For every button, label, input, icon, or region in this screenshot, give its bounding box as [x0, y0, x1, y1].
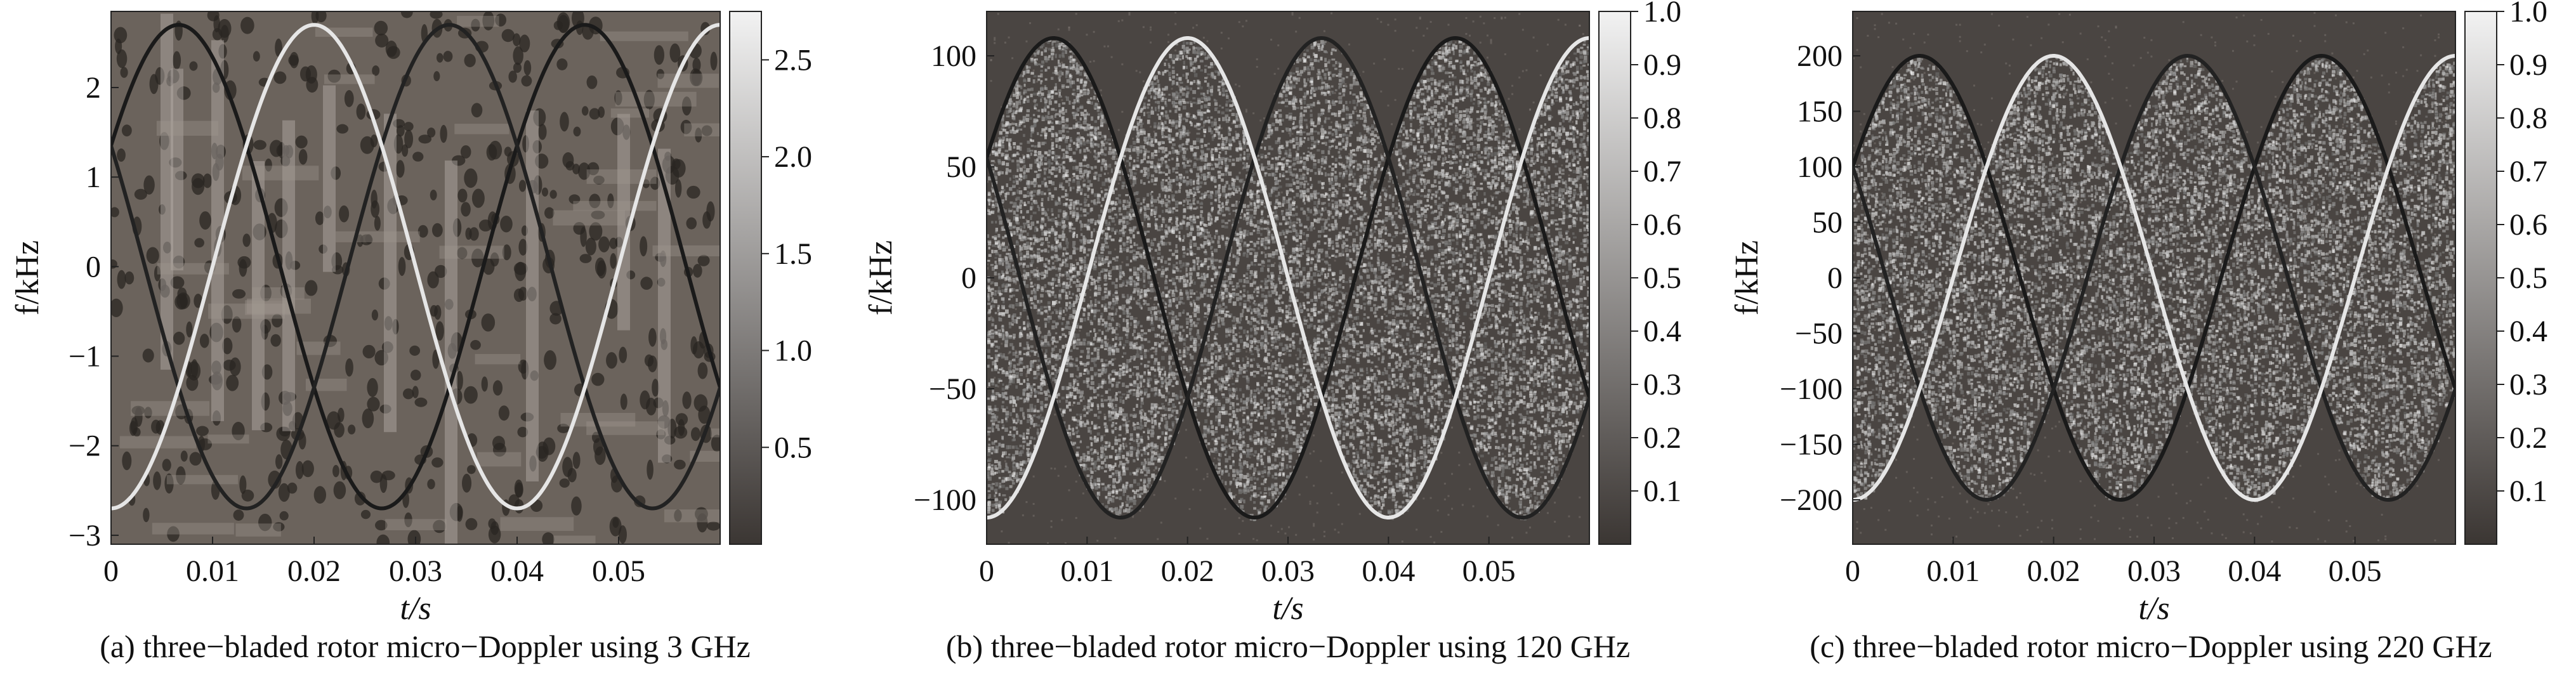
series-line-3 [111, 23, 720, 511]
chart-panel-c: 0 0.01 0.02 0.03 0.04 0.05 −200 −150 −100 −50 0 50 1… [1726, 0, 2576, 699]
y-tick-label: −150 [1780, 428, 1843, 462]
y-tick-label: 100 [1797, 150, 1843, 184]
y-tick-label: 2 [86, 71, 101, 105]
series-line-1 [987, 36, 1589, 520]
y-tick-label: 0 [86, 250, 101, 284]
y-tick-label: −50 [1795, 317, 1843, 351]
x-tick-label: 0.04 [490, 554, 544, 588]
y-tick-label: −3 [69, 519, 101, 552]
x-tick-label: 0 [1845, 554, 1860, 588]
chart-b-caption: (b) three−bladed rotor micro−Doppler usi… [863, 628, 1713, 665]
x-tick-label: 0.02 [287, 554, 341, 588]
series-line-2 [1853, 53, 2455, 502]
chart-a-svg: 0 0.01 0.02 0.03 0.04 0.05 −3 −2 −1 0 1 2 t/s f/kHz 0.… [10, 11, 812, 627]
colorbar-tick-label: 0.1 [1643, 474, 1681, 508]
x-tick-label: 0.01 [1926, 554, 1980, 588]
colorbar-tick-label: 0.9 [2509, 48, 2547, 82]
y-tick-label: 100 [931, 39, 976, 73]
colorbar-tick-label: 0.2 [2509, 421, 2547, 455]
x-axis-label: t/s [1272, 591, 1303, 627]
y-tick-label: −100 [914, 483, 976, 517]
spectrogram-texture [987, 11, 1589, 544]
chart-b-svg: 0 0.01 0.02 0.03 0.04 0.05 −100 −50 0 50 100 t/s f/k… [863, 0, 1681, 627]
x-tick-label: 0 [103, 554, 119, 588]
colorbar-tick-label: 0.3 [2509, 368, 2547, 402]
series-line-3 [1853, 54, 2455, 502]
chart-a-caption: (a) three−bladed rotor micro−Doppler usi… [0, 628, 850, 665]
y-tick-label: 50 [946, 150, 976, 184]
colorbar-tick-label: 0.5 [1643, 261, 1681, 295]
y-tick-label: −100 [1780, 372, 1843, 406]
y-tick-label: 0 [961, 261, 976, 295]
series-line-1 [111, 23, 720, 511]
colorbar-tick-label: 0.3 [1643, 368, 1681, 402]
x-tick-label: 0.03 [389, 554, 442, 588]
colorbar-tick-label: 0.8 [2509, 101, 2547, 135]
colorbar-tick-label: 1.0 [774, 334, 812, 368]
y-tick-label: −1 [69, 340, 101, 374]
y-tick-label: 200 [1797, 39, 1843, 73]
x-tick-label: 0.02 [2027, 554, 2080, 588]
colorbar-tick-label: 0.5 [774, 431, 812, 464]
x-tick-label: 0.05 [1462, 554, 1516, 588]
spectrogram-texture [111, 11, 720, 544]
chart-panel-b: 0 0.01 0.02 0.03 0.04 0.05 −100 −50 0 50 100 t/s f/k… [863, 0, 1713, 699]
x-tick-label: 0.05 [592, 554, 645, 588]
y-tick-label: −50 [929, 372, 976, 406]
series-line-3 [987, 36, 1589, 519]
y-tick-label: 50 [1812, 206, 1843, 240]
colorbar-tick-label: 0.7 [1643, 155, 1681, 188]
chart-panel-a: 0 0.01 0.02 0.03 0.04 0.05 −3 −2 −1 0 1 2 t/s f/kHz 0.… [0, 0, 850, 699]
chart-c-svg: 0 0.01 0.02 0.03 0.04 0.05 −200 −150 −100 −50 0 50 1… [1729, 0, 2547, 627]
colorbar-tick-label: 0.2 [1643, 421, 1681, 455]
x-tick-label: 0.03 [2127, 554, 2181, 588]
colorbar-tick-label: 2.0 [774, 140, 812, 174]
colorbar-tick-label: 0.9 [1643, 48, 1681, 82]
x-tick-label: 0.04 [2228, 554, 2281, 588]
y-axis-label: f/kHz [1729, 240, 1765, 315]
colorbar-tick-label: 0.1 [2509, 474, 2547, 508]
colorbar [729, 11, 762, 545]
colorbar-tick-label: 0.4 [2509, 315, 2547, 348]
x-tick-label: 0.03 [1261, 554, 1315, 588]
x-tick-label: 0.01 [1060, 554, 1114, 588]
series-line-1 [1853, 53, 2455, 502]
colorbar [1598, 11, 1631, 545]
colorbar-tick-label: 1.0 [2509, 0, 2547, 29]
x-tick-label: 0.04 [1362, 554, 1415, 588]
x-tick-label: 0.01 [186, 554, 239, 588]
x-tick-label: 0.02 [1161, 554, 1214, 588]
series-line-2 [111, 23, 720, 511]
colorbar-tick-label: 0.6 [1643, 208, 1681, 242]
colorbar-tick-label: 1.5 [774, 237, 812, 271]
colorbar-tick-label: 0.6 [2509, 208, 2547, 242]
y-tick-label: 1 [86, 160, 101, 194]
y-tick-label: 150 [1797, 95, 1843, 129]
y-tick-label: −200 [1780, 483, 1843, 517]
x-axis-label: t/s [400, 591, 431, 627]
x-axis-label: t/s [2138, 591, 2169, 627]
colorbar-tick-label: 0.5 [2509, 261, 2547, 295]
x-tick-label: 0 [979, 554, 994, 588]
colorbar-tick-label: 0.4 [1643, 315, 1681, 348]
y-tick-label: 0 [1827, 261, 1843, 295]
x-tick-label: 0.05 [2329, 554, 2382, 588]
colorbar [2464, 11, 2497, 545]
colorbar-tick-label: 0.7 [2509, 155, 2547, 188]
series-line-2 [987, 36, 1589, 520]
chart-c-caption: (c) three−bladed rotor micro−Doppler usi… [1726, 628, 2576, 665]
colorbar-tick-label: 1.0 [1643, 0, 1681, 29]
spectrogram-texture [1853, 11, 2455, 544]
y-tick-label: −2 [69, 429, 101, 463]
y-axis-label: f/kHz [863, 240, 899, 315]
colorbar-tick-label: 0.8 [1643, 101, 1681, 135]
colorbar-tick-label: 2.5 [774, 43, 812, 77]
y-axis-label: f/kHz [10, 240, 46, 315]
